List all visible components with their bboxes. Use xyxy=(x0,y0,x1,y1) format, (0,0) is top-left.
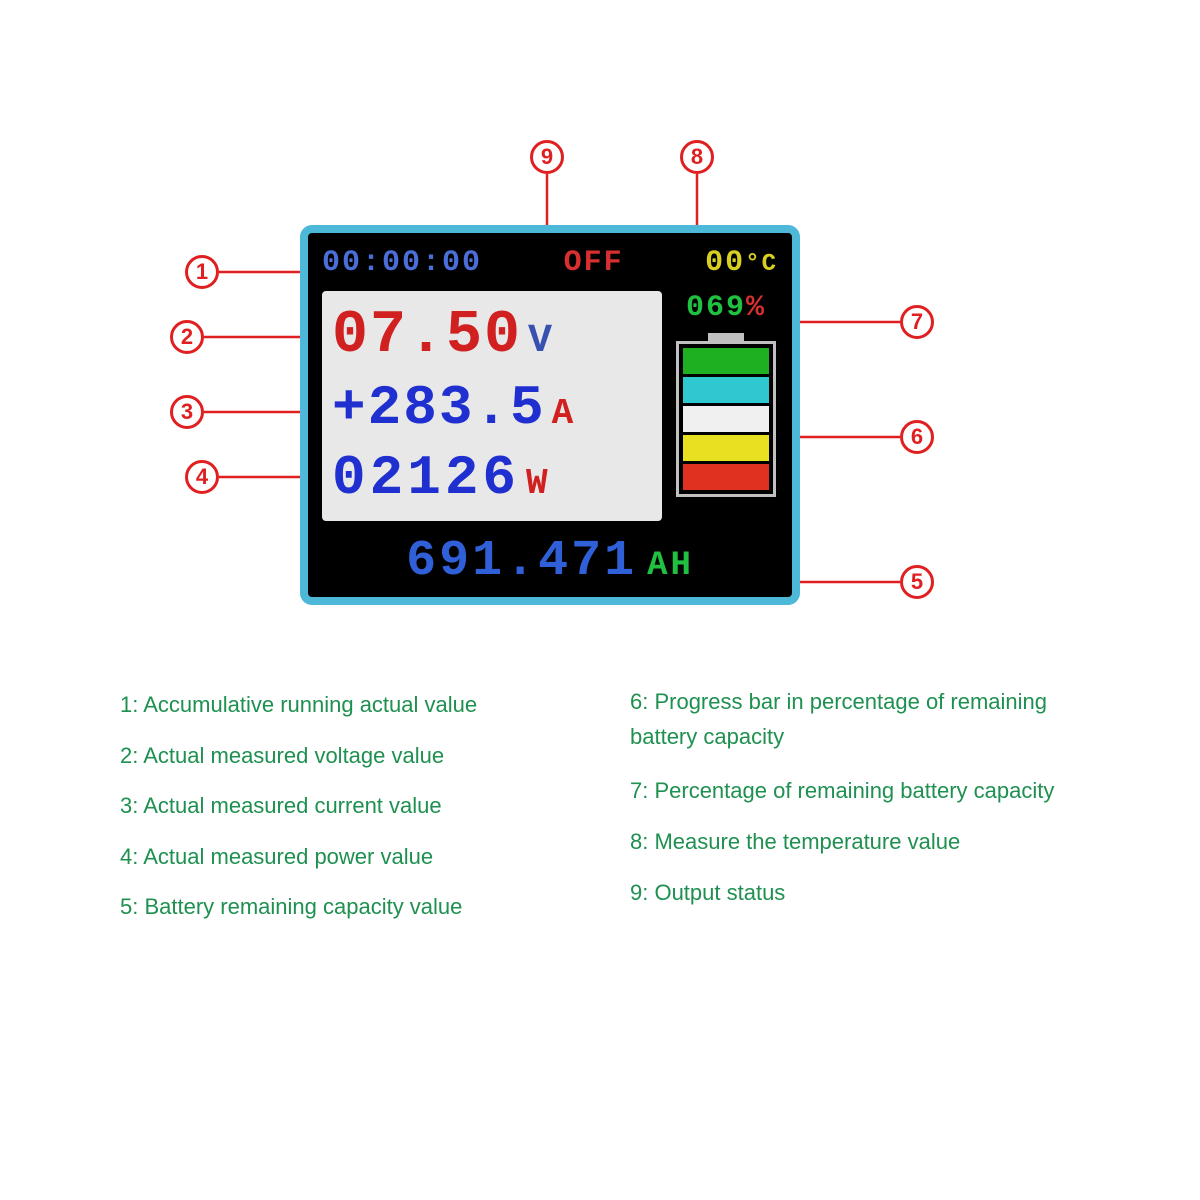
callout-6-num: 6 xyxy=(911,424,923,450)
output-status: OFF xyxy=(564,246,624,280)
callout-1-num: 1 xyxy=(196,259,208,285)
callout-4: 4 xyxy=(185,460,219,494)
callout-3-num: 3 xyxy=(181,399,193,425)
battery-bar-1 xyxy=(683,348,769,374)
capacity-row: 691.471 AH xyxy=(322,533,778,590)
battery-cap-icon xyxy=(708,333,744,341)
running-time: 00:00:00 xyxy=(322,246,482,280)
power-value: 02126 xyxy=(332,446,520,510)
legend-1: 1: Accumulative running actual value xyxy=(120,680,590,731)
callout-4-num: 4 xyxy=(196,464,208,490)
callout-2-num: 2 xyxy=(181,324,193,350)
callout-5-num: 5 xyxy=(911,569,923,595)
callout-2: 2 xyxy=(170,320,204,354)
voltage-value: 07.50 xyxy=(332,302,522,370)
display-device: 00:00:00 OFF 00°C 07.50 V +283.5 A 02126… xyxy=(300,225,800,605)
battery-bar-2 xyxy=(683,377,769,403)
mid-section: 07.50 V +283.5 A 02126 W 069% xyxy=(322,291,778,521)
legend-3: 3: Actual measured current value xyxy=(120,781,590,832)
legend-8: 8: Measure the temperature value xyxy=(630,817,1100,868)
capacity-value: 691.471 xyxy=(406,533,637,590)
callout-8: 8 xyxy=(680,140,714,174)
legend: 1: Accumulative running actual value 2: … xyxy=(120,680,1100,933)
legend-4: 4: Actual measured power value xyxy=(120,832,590,883)
current-row: +283.5 A xyxy=(332,376,652,440)
callout-8-num: 8 xyxy=(691,144,703,170)
temp-unit: °C xyxy=(745,251,778,278)
callout-5: 5 xyxy=(900,565,934,599)
callout-7-num: 7 xyxy=(911,309,923,335)
battery-bar-4 xyxy=(683,435,769,461)
percent-unit: % xyxy=(746,291,766,325)
callout-9-num: 9 xyxy=(541,144,553,170)
voltage-unit: V xyxy=(528,319,552,364)
callout-6: 6 xyxy=(900,420,934,454)
legend-6: 6: Progress bar in percentage of remaini… xyxy=(630,684,1100,754)
readings-panel: 07.50 V +283.5 A 02126 W xyxy=(322,291,662,521)
percent-display: 069% xyxy=(686,291,766,325)
battery-body xyxy=(676,341,776,497)
legend-left: 1: Accumulative running actual value 2: … xyxy=(120,680,590,933)
legend-right: 6: Progress bar in percentage of remaini… xyxy=(630,680,1100,933)
callout-7: 7 xyxy=(900,305,934,339)
capacity-unit: AH xyxy=(647,547,694,585)
current-unit: A xyxy=(552,393,574,434)
battery-bar-3 xyxy=(683,406,769,432)
callout-3: 3 xyxy=(170,395,204,429)
battery-bar-5 xyxy=(683,464,769,490)
legend-2: 2: Actual measured voltage value xyxy=(120,731,590,782)
current-value: +283.5 xyxy=(332,376,546,440)
right-column: 069% xyxy=(662,291,778,521)
temperature: 00°C xyxy=(705,246,778,280)
temp-value: 00 xyxy=(705,246,745,280)
percent-value: 069 xyxy=(686,291,746,325)
callout-1: 1 xyxy=(185,255,219,289)
legend-9: 9: Output status xyxy=(630,868,1100,919)
power-unit: W xyxy=(526,463,548,504)
legend-7: 7: Percentage of remaining battery capac… xyxy=(630,766,1100,817)
callout-9: 9 xyxy=(530,140,564,174)
battery-indicator xyxy=(676,333,776,497)
legend-5: 5: Battery remaining capacity value xyxy=(120,882,590,933)
top-row: 00:00:00 OFF 00°C xyxy=(322,243,778,283)
power-row: 02126 W xyxy=(332,446,652,510)
voltage-row: 07.50 V xyxy=(332,302,652,370)
